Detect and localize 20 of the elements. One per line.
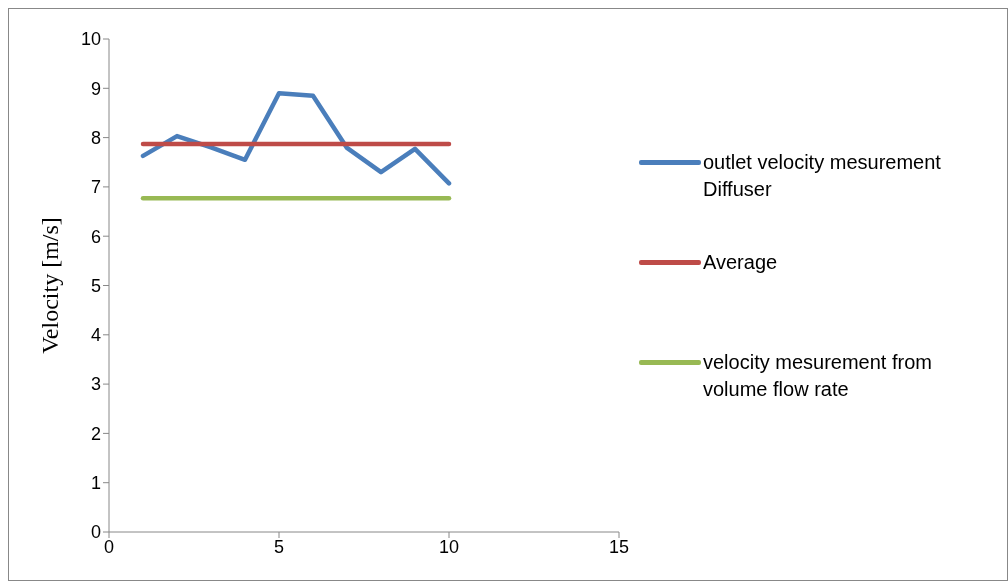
y-tick-label: 3: [90, 374, 101, 395]
y-tick-label: 1: [90, 473, 101, 494]
y-tick-label: 5: [90, 275, 101, 296]
legend-label: velocity mesurement from volume flow rate: [703, 350, 933, 402]
y-tick-label: 6: [90, 226, 101, 247]
y-axis-title: Velocity [m/s]: [36, 217, 63, 354]
y-tick-label: 9: [90, 78, 101, 99]
y-tick-label: 4: [90, 325, 101, 346]
y-tick-label: 2: [90, 423, 101, 444]
x-tick-label: 5: [273, 536, 285, 557]
legend-label: Average: [703, 250, 779, 275]
x-tick-label: 15: [608, 536, 630, 557]
x-tick-label: 10: [438, 536, 460, 557]
y-tick-label: 0: [90, 522, 101, 543]
line-series: [140, 90, 452, 186]
x-tick-label: 0: [103, 536, 115, 557]
legend-label: outlet velocity mesurement Diffuser: [703, 150, 942, 202]
y-tick-label: 10: [80, 29, 101, 50]
y-tick-label: 8: [90, 127, 101, 148]
y-tick-label: 7: [90, 177, 101, 198]
